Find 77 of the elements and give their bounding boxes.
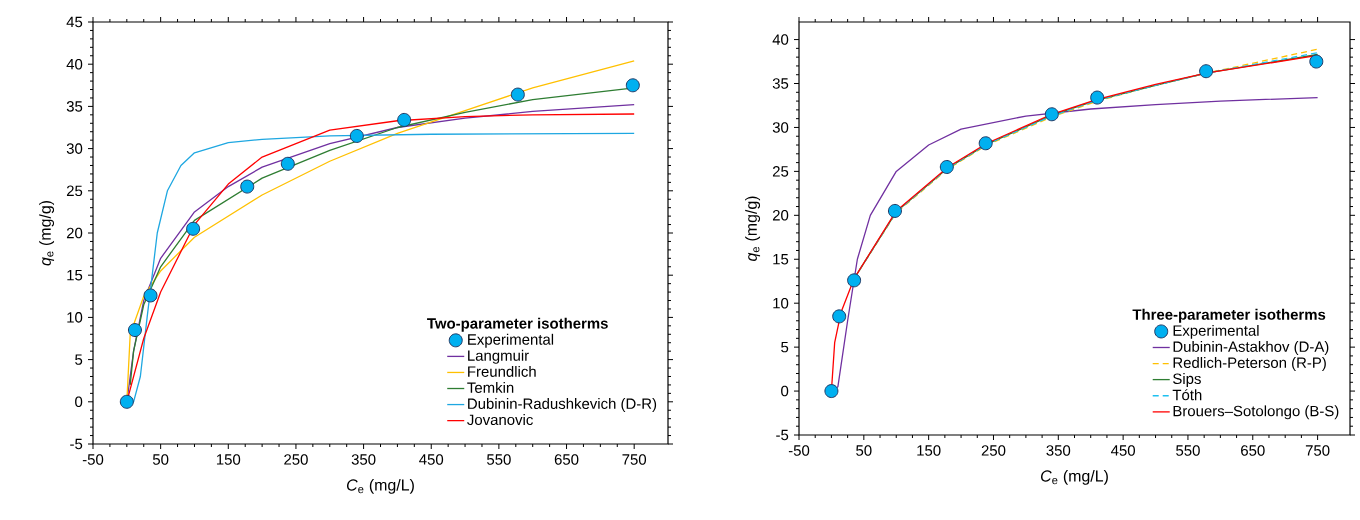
y-tick-label: -5 [70, 438, 83, 450]
y-tick-label: 35 [772, 78, 789, 89]
legend-label: Sips [1173, 373, 1201, 387]
y-tick-label: 10 [773, 297, 789, 309]
legend-label: Brouers–Sotolongo (B-S) [1173, 405, 1339, 420]
x-tick-label: 50 [152, 454, 169, 465]
y-axis-title: q$_{e}$ (mg/g) [39, 200, 55, 266]
point [280, 156, 295, 171]
y-tick-label: 15 [67, 269, 83, 281]
x-tick-label: 150 [917, 445, 941, 456]
x-tick-label: 650 [1241, 445, 1265, 456]
legend-label: Tóth [1172, 389, 1202, 401]
x-tick-label: 50 [856, 445, 872, 456]
x-tick-label: 350 [351, 454, 376, 465]
point [1309, 54, 1324, 69]
legend-label: Langmuir [468, 349, 529, 364]
legend-label: Dubinin-Astakhov (D-A) [1173, 340, 1329, 355]
point [349, 128, 364, 143]
legend-title: Three-parameter isotherms [1132, 308, 1326, 323]
y-tick-label: 40 [772, 34, 789, 45]
point [978, 136, 993, 151]
point [939, 159, 954, 174]
y-tick-label: 30 [772, 122, 789, 133]
y-tick-label: 20 [66, 227, 83, 239]
x-tick-label: 650 [554, 454, 579, 465]
y-tick-label: 15 [773, 254, 789, 265]
point [887, 203, 902, 218]
point [625, 78, 640, 93]
x-axis-title: C$_{e}$ (mg/L) [1040, 469, 1108, 485]
point [240, 179, 255, 194]
x-axis-title: C$_{e}$ (mg/L) [346, 478, 414, 494]
legend-label: Temkin [467, 381, 514, 393]
point [832, 309, 847, 324]
y-tick-label: 5 [75, 354, 83, 365]
point [847, 273, 862, 288]
x-tick-label: 250 [981, 445, 1006, 456]
point [510, 87, 525, 102]
x-tick-label: 750 [622, 454, 647, 465]
y-tick-label: 25 [66, 185, 83, 197]
y-tick-label: -5 [776, 429, 789, 441]
y-tick-label: 0 [75, 396, 83, 408]
point [143, 288, 158, 303]
y-tick-label: 35 [66, 101, 83, 112]
point [1090, 90, 1105, 105]
x-tick-label: -50 [82, 454, 104, 465]
x-tick-label: 350 [1046, 445, 1071, 456]
point [186, 221, 201, 236]
point [119, 394, 134, 409]
legend-title: Two-parameter isotherms [427, 317, 608, 332]
legend-label: Dubinin-Radushkevich (D-R) [468, 398, 657, 412]
legend-label: Redlich-Peterson (R-P) [1173, 357, 1326, 371]
point [1044, 107, 1059, 122]
point [1199, 64, 1214, 79]
x-tick-label: -50 [788, 445, 810, 456]
legend-label: Jovanovic [467, 414, 533, 426]
x-tick-label: 250 [284, 454, 308, 465]
legend-label: Experimental [1173, 324, 1259, 339]
y-tick-label: 40 [66, 58, 83, 70]
y-tick-label: 5 [781, 341, 789, 353]
y-tick-label: 25 [772, 166, 789, 177]
x-tick-label: 150 [216, 454, 241, 465]
point [127, 323, 142, 338]
point [824, 384, 839, 399]
y-axis-title: q$_{e}$ (mg/g) [745, 196, 761, 261]
y-tick-label: 30 [66, 143, 83, 154]
y-tick-label: 45 [66, 16, 83, 28]
point [397, 112, 412, 127]
x-tick-label: 450 [1111, 445, 1135, 456]
y-tick-label: 20 [772, 210, 789, 221]
x-tick-label: 750 [1305, 445, 1330, 456]
y-tick-label: 10 [67, 312, 83, 323]
x-tick-label: 450 [419, 454, 444, 465]
x-tick-label: 550 [487, 454, 511, 465]
y-tick-label: 0 [781, 385, 789, 397]
legend-label: Freundlich [468, 365, 536, 377]
x-tick-label: 550 [1176, 445, 1200, 456]
legend-label: Experimental [468, 333, 554, 348]
